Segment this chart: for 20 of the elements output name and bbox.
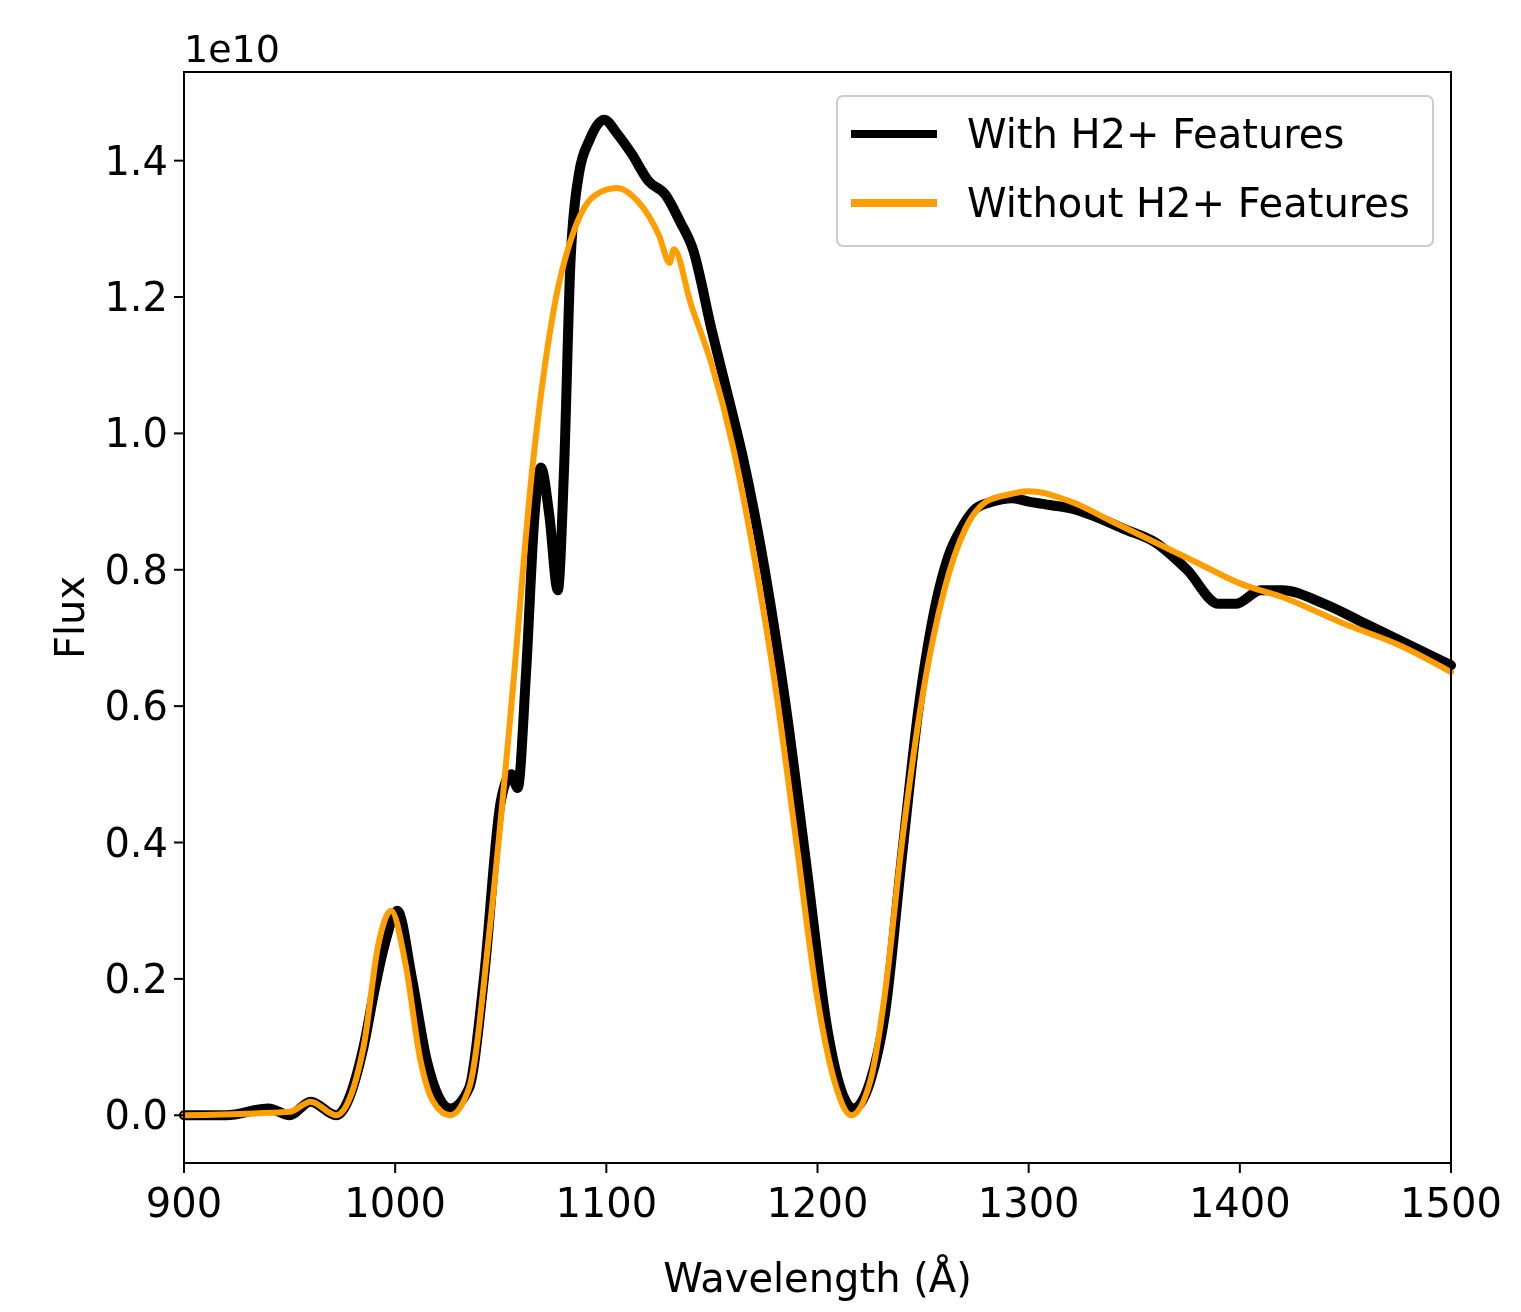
x-tick-label: 900: [145, 1180, 223, 1226]
x-tick-label: 1100: [555, 1180, 658, 1226]
y-tick-label: 0.0: [104, 1092, 168, 1139]
x-tick-label: 1500: [1400, 1180, 1502, 1226]
text: 1e10: [184, 27, 280, 71]
y-tick-label: 1.4: [104, 137, 168, 184]
legend-label: Without H2+ Features: [967, 180, 1410, 226]
y-tick-label: 0.6: [104, 683, 168, 730]
x-tick-label: 1400: [1188, 1180, 1291, 1226]
y-tick-label: 0.8: [104, 546, 168, 593]
x-tick-label: 1000: [344, 1180, 447, 1226]
y-tick-label: 0.2: [104, 955, 168, 1002]
y-axis-title: Flux: [47, 575, 93, 660]
y-tick-label: 1.0: [104, 410, 168, 457]
x-tick-label: 1200: [766, 1180, 869, 1226]
x-tick-label: 1300: [977, 1180, 1080, 1226]
x-axis-title: Wavelength (Å): [663, 1254, 972, 1301]
legend-label: With H2+ Features: [967, 111, 1345, 157]
y-tick-label: 0.4: [104, 819, 168, 866]
y-tick-label: 1.2: [104, 274, 168, 321]
